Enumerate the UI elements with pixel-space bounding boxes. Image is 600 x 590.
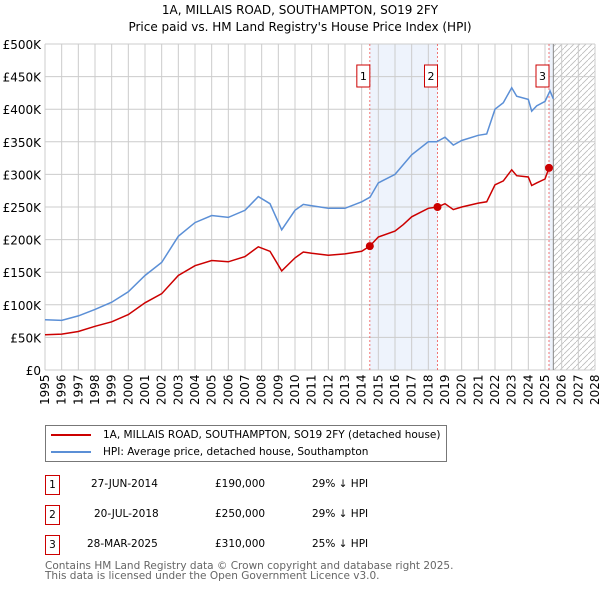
footer-copyright: Contains HM Land Registry data © Crown c…: [45, 560, 454, 572]
x-tick-label: 2012: [321, 374, 335, 405]
sale-marker-badge: 3: [45, 535, 60, 555]
sale-label-box: [356, 64, 371, 88]
x-tick-label: 2001: [138, 374, 152, 405]
x-tick-label: 2027: [571, 374, 585, 405]
y-tick-label: £400K: [3, 103, 43, 117]
x-tick-label: 2005: [205, 374, 219, 405]
x-tick-label: 2018: [421, 374, 435, 405]
sale-label-box: [424, 64, 438, 88]
x-tick-label: 2016: [388, 374, 402, 405]
price-chart: £0 £50K £100K £150K £200K £250K £300K £350K £400…: [3, 38, 600, 405]
x-tick-label: 2023: [505, 374, 519, 405]
sale-marker-badge: 1: [45, 475, 60, 495]
y-tick-label: £500K: [3, 38, 43, 52]
legend: 1A, MILLAIS ROAD, SOUTHAMPTON, SO19 2FY …: [45, 425, 447, 462]
x-tick-label: 2025: [538, 374, 552, 405]
x-tick-label: 2026: [555, 374, 569, 405]
x-tick-label: 2014: [355, 374, 369, 405]
y-tick-label: £200K: [3, 234, 43, 248]
x-tick-label: 2003: [171, 374, 185, 405]
x-tick-label: 2015: [371, 374, 385, 405]
sale-hpi-delta: 25% ↓ HPI: [312, 538, 369, 550]
x-tick-label: 2007: [238, 374, 252, 405]
y-tick-label: £150K: [3, 266, 43, 280]
x-tick-label: 2028: [588, 374, 600, 405]
x-tick-label: 2008: [255, 374, 269, 405]
x-tick-label: 1996: [55, 374, 69, 405]
sale-label: 2: [428, 70, 435, 83]
x-tick-label: 2017: [405, 374, 419, 405]
y-tick-label: £50K: [10, 331, 42, 345]
x-tick-label: 2000: [121, 374, 135, 405]
sale-date: 20-JUL-2018: [94, 508, 159, 520]
x-tick-label: 2013: [338, 374, 352, 405]
sale-label-box: [535, 64, 550, 88]
y-tick-label: £250K: [3, 201, 43, 215]
sale-point: [433, 203, 442, 211]
legend-swatch-hpi: [51, 451, 91, 453]
sale-hpi-delta: 29% ↓ HPI: [312, 508, 369, 520]
sale-price: £190,000: [215, 478, 266, 490]
property-price-line: [44, 167, 550, 336]
x-tick-label: 1998: [88, 374, 102, 405]
x-tick-label: 2009: [271, 374, 285, 405]
y-tick-label: £450K: [3, 71, 43, 85]
sale-point: [545, 163, 553, 172]
sale-price: £250,000: [215, 508, 266, 520]
sale-point: [365, 242, 374, 251]
x-tick-label: 2010: [288, 374, 302, 405]
x-tick-label: 2021: [471, 374, 485, 405]
footer-licence: This data is licensed under the Open Gov…: [45, 570, 380, 582]
x-tick-label: 1997: [71, 374, 85, 405]
chart-subtitle: Price paid vs. HM Land Registry's House …: [128, 20, 472, 34]
legend-label-hpi: HPI: Average price, detached house, Sout…: [103, 446, 369, 458]
x-tick-label: 2011: [305, 374, 319, 405]
hpi-line: [44, 86, 554, 322]
sale-label: 3: [539, 70, 546, 83]
sale-label: 1: [360, 70, 367, 83]
chart-title: 1A, MILLAIS ROAD, SOUTHAMPTON, SO19 2FY: [161, 3, 439, 17]
y-tick-label: £0: [26, 364, 41, 378]
x-tick-label: 2002: [155, 374, 169, 405]
sale-date: 28-MAR-2025: [87, 538, 158, 550]
sale-marker-badge: 2: [45, 505, 60, 525]
y-tick-label: £350K: [3, 136, 43, 150]
x-tick-label: 2006: [221, 374, 235, 405]
y-tick-label: £100K: [3, 299, 43, 313]
x-tick-label: 2024: [521, 374, 535, 405]
sale-date: 27-JUN-2014: [91, 478, 158, 490]
x-tick-label: 1995: [38, 374, 52, 405]
x-tick-label: 2020: [455, 374, 469, 405]
sale-hpi-delta: 29% ↓ HPI: [312, 478, 369, 490]
x-tick-label: 1999: [105, 374, 119, 405]
x-tick-label: 2019: [438, 374, 452, 405]
sale-price: £310,000: [215, 538, 266, 550]
legend-label-property: 1A, MILLAIS ROAD, SOUTHAMPTON, SO19 2FY …: [103, 429, 441, 441]
x-tick-label: 2004: [188, 374, 202, 405]
x-tick-label: 2022: [488, 374, 502, 405]
y-tick-label: £300K: [3, 168, 43, 182]
legend-swatch-property: [51, 434, 91, 436]
